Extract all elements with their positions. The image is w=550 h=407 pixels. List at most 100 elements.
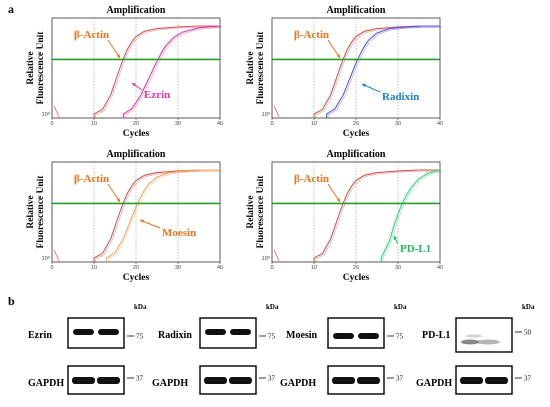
annotation-arrowhead [140, 219, 144, 224]
x-tick-label: 20 [133, 265, 139, 271]
blot-pd-l1: kDa PD-L1 50 GAPDH 37 [416, 303, 535, 395]
annotation-label: Radixin [382, 91, 419, 103]
y-axis-label-line: Relative [26, 51, 36, 84]
annotation-label: β-Actin [74, 173, 109, 185]
y-axis-label-line: Relative [26, 195, 36, 228]
protein-label: PD-L1 [422, 330, 450, 341]
western-blots: kDa Ezrin 75 GAPDH 37 kDa Radixin 75 GAPDH 37 kDa M… [28, 303, 535, 395]
blot-ezrin: kDa Ezrin 75 GAPDH 37 [28, 303, 147, 395]
loading-control-label: GAPDH [152, 378, 188, 389]
mw-label: 50 [524, 329, 532, 337]
panel-label-a: a [8, 2, 14, 16]
series-line-replicate [327, 26, 442, 118]
x-axis-label: Cycles [123, 129, 150, 139]
mw-label: 75 [268, 333, 276, 341]
amplification-chart-4: Amplification 0 10 20 30 40 10⁰ Cycles RelativeF… [246, 149, 443, 283]
loading-control-label: GAPDH [280, 378, 316, 389]
mw-label: 75 [396, 333, 404, 341]
mw-label: 37 [136, 375, 144, 383]
x-tick-label: 10 [311, 121, 317, 127]
series-line--actin [93, 169, 220, 262]
annotation-label: PD-L1 [400, 243, 431, 255]
series-line-radixin [326, 25, 440, 118]
baseline-artifact [53, 249, 60, 262]
gapdh-band [72, 377, 95, 384]
annotation-arrowhead [393, 236, 398, 240]
baseline-artifact [273, 105, 280, 118]
annotation-arrowhead [336, 54, 340, 58]
x-tick-label: 10 [311, 265, 317, 271]
series-line-replicate [315, 170, 442, 262]
chart-title: Amplification [327, 149, 386, 160]
x-tick-label: 0 [270, 265, 273, 271]
annotation-arrowhead [116, 198, 120, 202]
series-line-moesin [106, 169, 220, 262]
gapdh-band [332, 377, 355, 384]
y-tick-label: 10⁰ [262, 255, 271, 262]
y-axis-label-line: Fluorescence Unit [256, 175, 266, 249]
kda-label: kDa [394, 303, 407, 311]
plot-frame [51, 17, 221, 119]
annotation-arrowhead [362, 83, 366, 88]
panel-label-b: b [8, 294, 15, 308]
amplification-chart-3: Amplification 0 10 20 30 40 10⁰ Cycles RelativeF… [26, 149, 223, 283]
gapdh-band [357, 377, 380, 384]
x-tick-label: 40 [437, 265, 443, 271]
annotation-arrowhead [116, 54, 120, 58]
loading-control-label: GAPDH [416, 378, 452, 389]
protein-label: Moesin [286, 330, 318, 341]
x-axis-label: Cycles [123, 273, 150, 283]
amplification-chart-1: Amplification 0 10 20 30 40 10⁰ Cycles RelativeF… [26, 5, 223, 139]
gapdh-band [485, 377, 508, 384]
series-line--actin [313, 25, 440, 118]
y-tick-label: 10⁰ [42, 111, 51, 118]
annotation-arrow [327, 183, 341, 203]
annotation-label: β-Actin [74, 29, 109, 41]
chart-title: Amplification [107, 149, 166, 160]
series-line-replicate [382, 170, 442, 262]
y-axis-label-line: Fluorescence Unit [36, 31, 46, 105]
amplification-chart-2: Amplification 0 10 20 30 40 10⁰ Cycles RelativeF… [246, 5, 443, 139]
series-line--actin [93, 25, 220, 118]
protein-band [73, 329, 94, 335]
x-tick-label: 30 [395, 265, 401, 271]
mw-label: 75 [136, 333, 144, 341]
chart-title: Amplification [327, 5, 386, 16]
series-line-replicate [124, 26, 222, 118]
protein-band [230, 329, 251, 335]
mw-label: 37 [524, 375, 532, 383]
baseline-artifact [273, 249, 280, 262]
series-line-replicate [95, 26, 222, 118]
x-tick-label: 30 [175, 265, 181, 271]
y-axis-label: RelativeFluorescence Unit [26, 175, 46, 249]
baseline-artifact [53, 105, 60, 118]
y-axis-label-line: Relative [246, 51, 256, 84]
x-axis-label: Cycles [343, 273, 370, 283]
protein-label: Ezrin [28, 330, 52, 341]
annotation-label: Moesin [162, 227, 196, 239]
plot-frame [271, 161, 441, 263]
annotation-arrowhead [132, 83, 136, 87]
protein-band [466, 334, 482, 338]
annotation-arrow [139, 219, 161, 229]
x-tick-label: 30 [395, 121, 401, 127]
x-tick-label: 40 [217, 265, 223, 271]
gapdh-band [229, 377, 252, 384]
mw-label: 37 [396, 375, 404, 383]
annotation-arrow [107, 39, 121, 59]
y-axis-label-line: Fluorescence Unit [256, 31, 266, 105]
kda-label: kDa [266, 303, 279, 311]
x-tick-label: 20 [353, 121, 359, 127]
kda-label: kDa [134, 303, 147, 311]
annotation-label: β-Actin [294, 29, 329, 41]
kda-label: kDa [522, 303, 535, 311]
y-axis-label: RelativeFluorescence Unit [246, 175, 266, 249]
protein-band [205, 329, 226, 335]
annotation-arrow [327, 39, 341, 59]
y-tick-label: 10⁰ [262, 111, 271, 118]
chart-title: Amplification [107, 5, 166, 16]
gapdh-band [97, 377, 120, 384]
annotation-label: Ezrin [144, 89, 170, 101]
